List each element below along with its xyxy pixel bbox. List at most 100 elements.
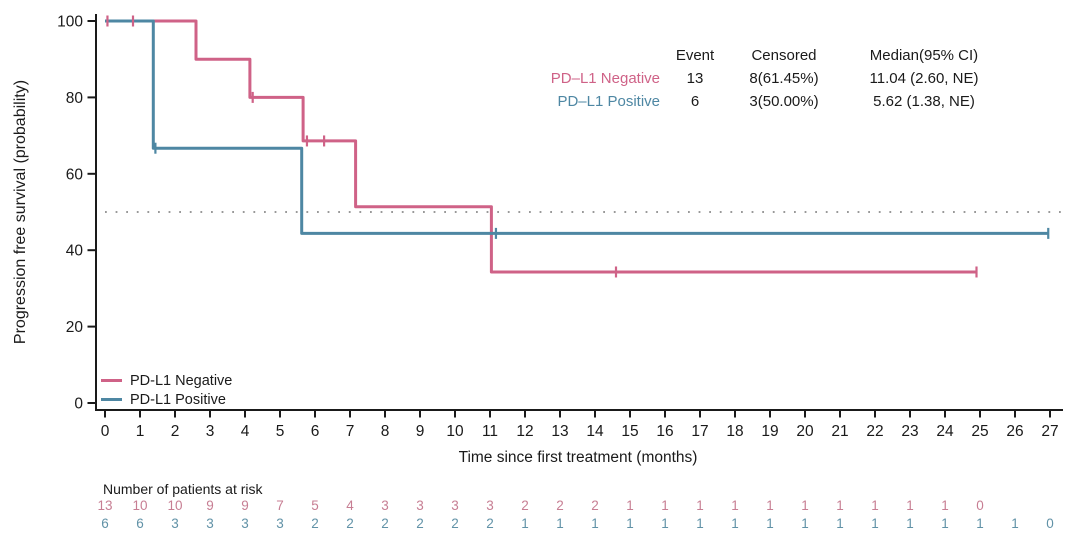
risk-count-negative: 0 (976, 498, 984, 513)
x-tick-label: 17 (691, 423, 708, 440)
risk-count-positive: 1 (871, 516, 879, 531)
risk-count-negative: 2 (521, 498, 529, 513)
x-axis-title: Time since first treatment (months) (458, 449, 698, 466)
risk-count-negative: 1 (661, 498, 669, 513)
negative-line-swatch-icon (101, 379, 122, 382)
risk-count-negative: 1 (626, 498, 634, 513)
x-tick-label: 13 (551, 423, 568, 440)
risk-count-negative: 1 (696, 498, 704, 513)
risk-count-positive: 1 (521, 516, 529, 531)
risk-count-negative: 1 (871, 498, 879, 513)
risk-count-positive: 6 (136, 516, 144, 531)
risk-table-numbers: 13 10 10 9 9 7 5 4 3 3 3 3 2 2 2 1 1 1 1 1 1 1 1 1 1 06 6 3 3 3 3 2 2 2 2 2… (97, 498, 1053, 531)
risk-count-negative: 4 (346, 498, 354, 513)
risk-count-positive: 2 (451, 516, 459, 531)
x-tick-label: 11 (482, 423, 498, 440)
y-tick-label: 100 (57, 14, 83, 31)
risk-count-negative: 13 (97, 498, 112, 513)
risk-table-title: Number of patients at risk (103, 481, 263, 497)
stats-header-censored: Censored (751, 47, 817, 64)
x-tick-label: 25 (971, 423, 988, 440)
axes (95, 14, 1063, 411)
risk-count-positive: 1 (836, 516, 844, 531)
risk-count-positive: 3 (171, 516, 179, 531)
x-tick-label: 21 (831, 423, 848, 440)
risk-count-positive: 1 (906, 516, 914, 531)
stats-row-positive: PD–L1 Positive 6 3(50.00%) 5.62 (1.38, N… (524, 90, 1006, 113)
risk-count-negative: 2 (556, 498, 564, 513)
risk-count-positive: 1 (626, 516, 634, 531)
risk-count-negative: 3 (381, 498, 389, 513)
y-tick-label: 0 (74, 396, 83, 413)
x-tick-label: 7 (346, 423, 355, 440)
risk-count-positive: 1 (1011, 516, 1019, 531)
x-tick-label: 10 (446, 423, 464, 440)
risk-count-negative: 7 (276, 498, 284, 513)
risk-count-positive: 2 (311, 516, 319, 531)
stats-censored-negative: 8(61.45%) (749, 70, 819, 87)
x-tick-label: 24 (936, 423, 954, 440)
risk-count-positive: 1 (766, 516, 774, 531)
km-curve-positive (105, 19, 1049, 235)
stats-label-positive: PD–L1 Positive (557, 93, 660, 110)
risk-count-positive: 1 (696, 516, 704, 531)
risk-count-negative: 10 (132, 498, 147, 513)
plot-legend: PD-L1 Negative PD-L1 Positive (101, 371, 232, 409)
risk-count-negative: 1 (836, 498, 844, 513)
risk-count-negative: 10 (167, 498, 182, 513)
x-tick-label: 23 (901, 423, 918, 440)
stats-median-negative: 11.04 (2.60, NE) (869, 70, 979, 87)
x-tick-label: 3 (206, 423, 215, 440)
x-tick-label: 1 (136, 423, 145, 440)
risk-count-positive: 1 (801, 516, 809, 531)
risk-count-positive: 0 (1046, 516, 1054, 531)
x-tick-label: 8 (381, 423, 390, 440)
stats-event-positive: 6 (690, 93, 700, 110)
km-curve-negative (105, 19, 977, 274)
x-tick-label: 16 (656, 423, 673, 440)
stats-median-positive: 5.62 (1.38, NE) (873, 93, 975, 110)
x-tick-label: 27 (1041, 423, 1058, 440)
legend-label-positive: PD-L1 Positive (130, 391, 226, 408)
legend-label-negative: PD-L1 Negative (130, 372, 233, 389)
stats-table: Event Censored Median(95% CI) PD–L1 Nega… (524, 44, 1006, 113)
x-tick-label: 14 (586, 423, 604, 440)
risk-count-negative: 1 (906, 498, 914, 513)
risk-count-negative: 3 (451, 498, 459, 513)
risk-count-negative: 3 (416, 498, 424, 513)
censor-marks (106, 15, 1050, 278)
axis-ticks (87, 20, 1051, 418)
y-tick-label: 60 (66, 166, 84, 183)
x-tick-label: 2 (171, 423, 180, 440)
x-tick-label: 19 (761, 423, 778, 440)
stats-event-negative: 13 (686, 70, 704, 87)
risk-count-negative: 5 (311, 498, 319, 513)
x-tick-label: 12 (516, 423, 533, 440)
risk-count-negative: 9 (206, 498, 214, 513)
stats-header-median: Median(95% CI) (869, 47, 979, 64)
x-tick-label: 4 (241, 423, 250, 440)
risk-count-positive: 2 (346, 516, 354, 531)
risk-count-positive: 6 (101, 516, 109, 531)
risk-count-negative: 9 (241, 498, 249, 513)
y-tick-label: 80 (66, 90, 84, 107)
risk-count-positive: 1 (976, 516, 984, 531)
x-tick-label: 9 (416, 423, 425, 440)
x-tick-label: 26 (1006, 423, 1023, 440)
risk-count-positive: 3 (241, 516, 249, 531)
risk-count-positive: 2 (381, 516, 389, 531)
stats-label-negative: PD–L1 Negative (550, 70, 660, 87)
x-tick-label: 15 (621, 423, 638, 440)
stats-header-row: Event Censored Median(95% CI) (524, 44, 1006, 67)
risk-count-negative: 2 (591, 498, 599, 513)
risk-count-positive: 3 (276, 516, 284, 531)
risk-count-negative: 1 (801, 498, 809, 513)
risk-count-negative: 1 (731, 498, 739, 513)
risk-count-negative: 1 (766, 498, 774, 513)
x-tick-label: 0 (101, 423, 110, 440)
risk-count-positive: 1 (556, 516, 564, 531)
risk-count-positive: 1 (731, 516, 739, 531)
risk-count-positive: 1 (591, 516, 599, 531)
x-tick-label: 5 (276, 423, 285, 440)
